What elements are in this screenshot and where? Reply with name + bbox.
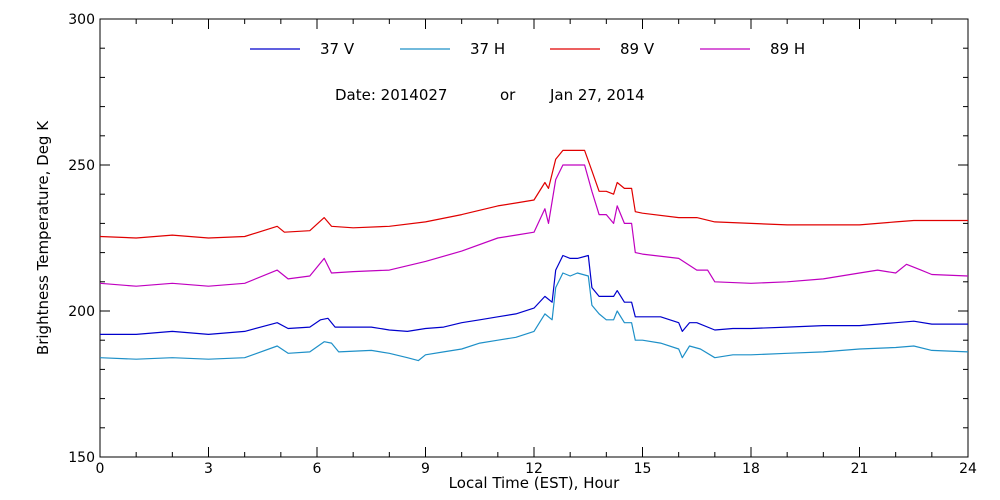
plot-frame — [99, 18, 969, 458]
date-text: Jan 27, 2014 — [549, 86, 645, 104]
date-or: or — [500, 86, 516, 104]
series-line-89-v — [99, 149, 968, 239]
x-tick-label: 3 — [204, 461, 213, 477]
x-axis-label: Local Time (EST), Hour — [449, 474, 620, 492]
series-layer — [99, 149, 969, 362]
x-tick-label: 0 — [96, 461, 105, 477]
legend: 37 V 37 H 89 V 89 H — [250, 40, 805, 58]
series-line-89-h — [99, 164, 969, 287]
y-tick-label: 300 — [68, 12, 95, 28]
axis-ticks: 0 3 6 9 12 15 18 21 24 150 200 250 300 — [68, 12, 977, 477]
legend-label: 37 V — [320, 40, 355, 58]
series-line-37-h — [99, 272, 969, 362]
legend-label: 37 H — [470, 40, 505, 58]
x-tick-label: 21 — [851, 461, 869, 477]
x-tick-label: 9 — [421, 461, 430, 477]
y-tick-label: 250 — [68, 158, 95, 174]
x-tick-label: 15 — [634, 461, 652, 477]
x-tick-label: 18 — [742, 461, 760, 477]
x-tick-label: 6 — [313, 461, 322, 477]
y-axis-label: Brightness Temperature, Deg K — [34, 120, 52, 355]
x-tick-label: 24 — [959, 461, 977, 477]
legend-label: 89 H — [770, 40, 805, 58]
date-label: Date: 2014027 — [335, 86, 447, 104]
y-tick-label: 150 — [68, 450, 95, 466]
x-tick-label: 12 — [525, 461, 543, 477]
series-line-37-v — [100, 254, 968, 335]
legend-label: 89 V — [620, 40, 655, 58]
y-tick-label: 200 — [68, 304, 95, 320]
